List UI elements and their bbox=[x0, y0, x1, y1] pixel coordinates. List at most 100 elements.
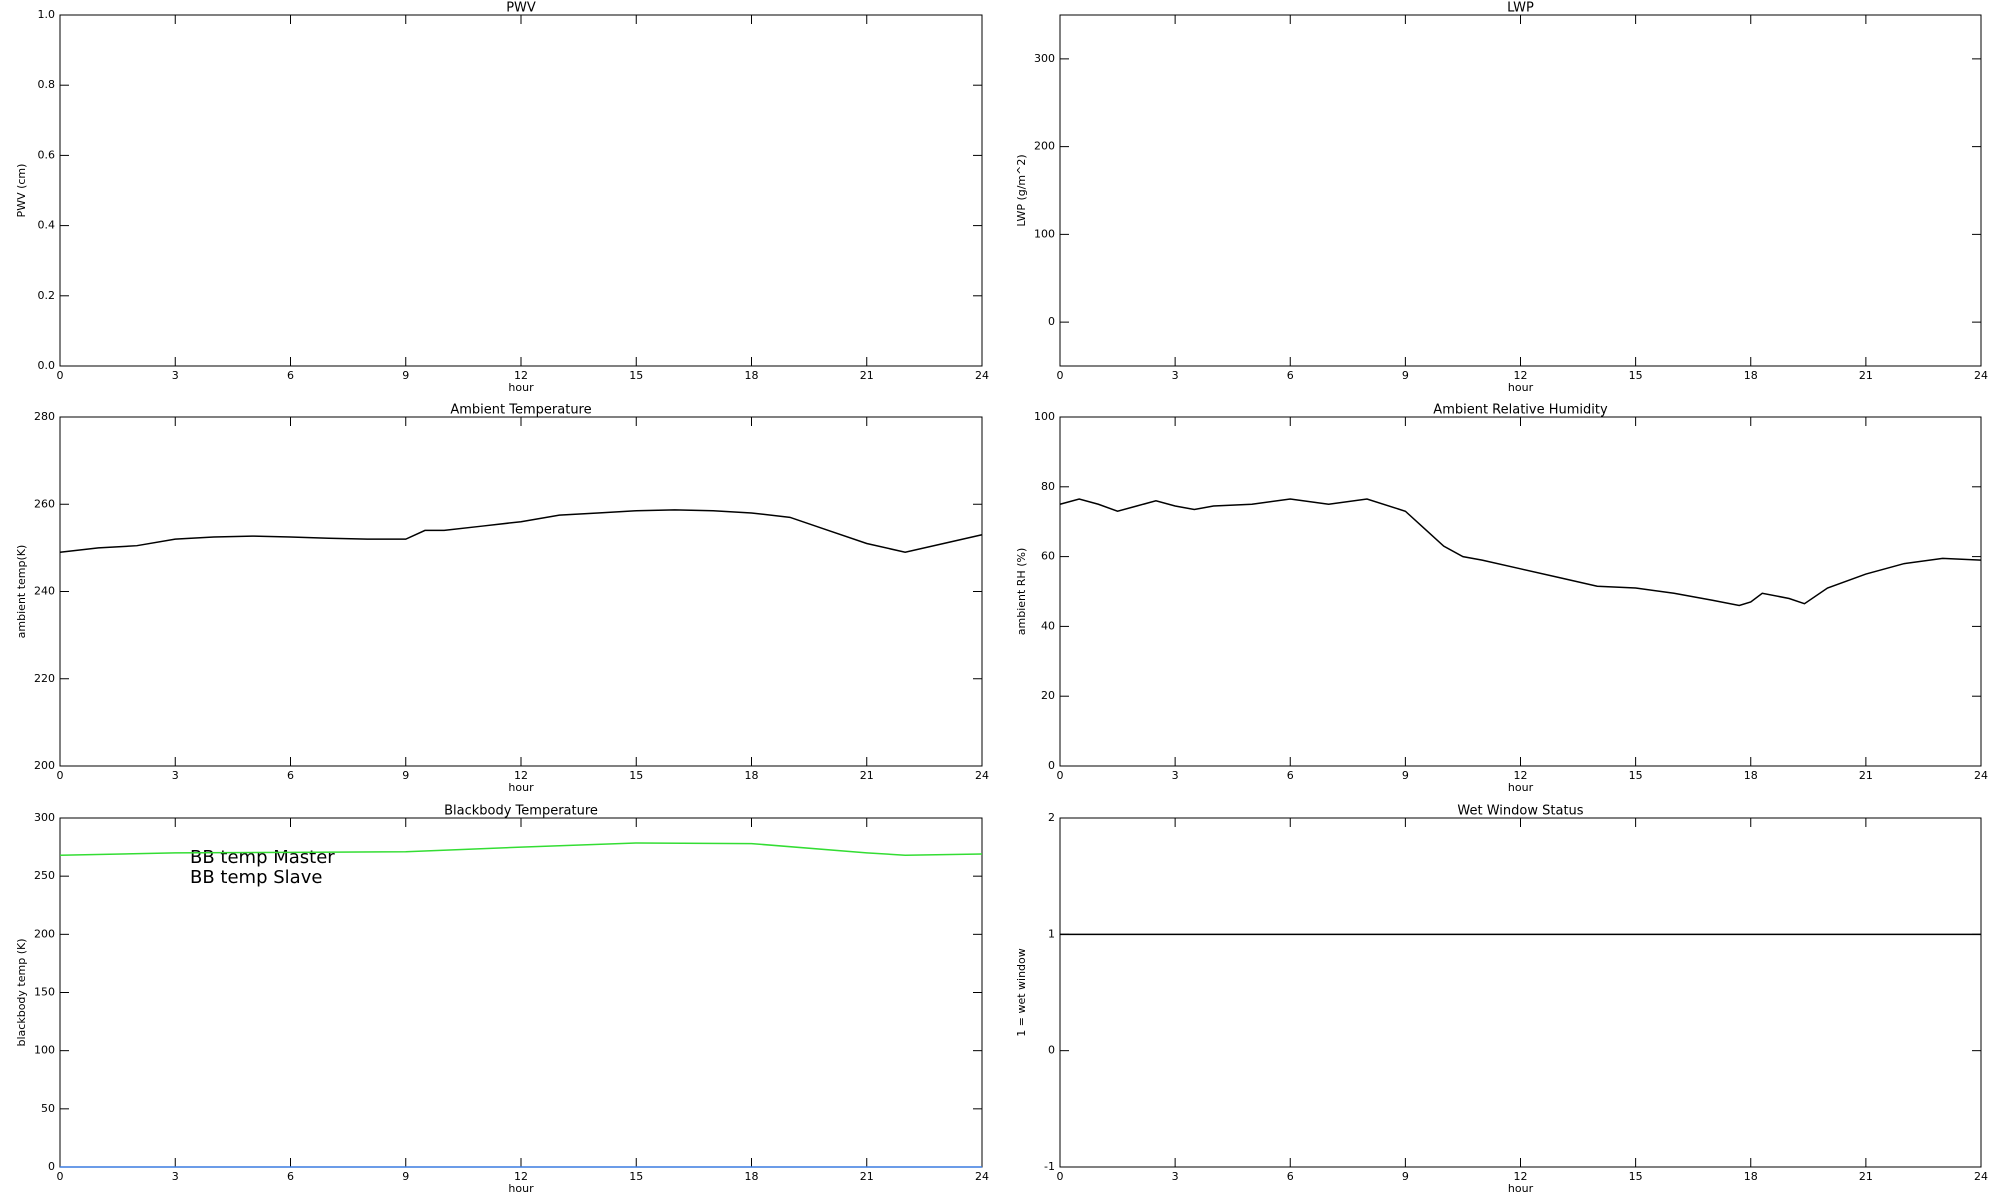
y-tick-label: 260 bbox=[34, 497, 55, 510]
x-tick-label: 18 bbox=[1744, 1170, 1758, 1183]
legend-entry: BB temp Master bbox=[190, 847, 335, 868]
y-axis-label: blackbody temp (K) bbox=[15, 939, 28, 1047]
x-tick-label: 15 bbox=[1629, 369, 1643, 382]
x-axis-label: hour bbox=[508, 1182, 534, 1195]
y-tick-label: 0.8 bbox=[38, 78, 56, 91]
x-tick-label: 0 bbox=[1057, 369, 1064, 382]
x-tick-label: 9 bbox=[1402, 1170, 1409, 1183]
x-tick-label: 3 bbox=[172, 1170, 179, 1183]
x-tick-label: 3 bbox=[172, 369, 179, 382]
x-tick-label: 15 bbox=[629, 369, 643, 382]
x-tick-label: 24 bbox=[1974, 369, 1988, 382]
x-tick-label: 9 bbox=[1402, 369, 1409, 382]
x-axis-label: hour bbox=[1508, 781, 1534, 794]
x-tick-label: 24 bbox=[975, 1170, 989, 1183]
x-tick-label: 9 bbox=[402, 769, 409, 782]
y-tick-label: 20 bbox=[1041, 689, 1055, 702]
x-tick-label: 24 bbox=[975, 769, 989, 782]
y-tick-label: 2 bbox=[1048, 811, 1055, 824]
y-tick-label: 100 bbox=[1034, 410, 1055, 423]
legend-entry: BB temp Slave bbox=[190, 867, 322, 888]
y-tick-label: 300 bbox=[34, 811, 55, 824]
chart-title: Blackbody Temperature bbox=[444, 804, 598, 819]
plot-frame bbox=[1059, 416, 1982, 767]
x-tick-label: 18 bbox=[745, 1170, 759, 1183]
x-tick-label: 12 bbox=[1514, 1170, 1528, 1183]
x-tick-label: 15 bbox=[629, 769, 643, 782]
x-tick-label: 0 bbox=[1057, 769, 1064, 782]
x-tick-label: 12 bbox=[1514, 769, 1528, 782]
y-tick-label: 1 bbox=[1048, 927, 1055, 940]
y-tick-label: 200 bbox=[34, 927, 55, 940]
x-tick-label: 0 bbox=[57, 1170, 64, 1183]
y-axis-label: ambient RH (%) bbox=[1015, 548, 1028, 636]
y-tick-label: 220 bbox=[34, 672, 55, 685]
y-tick-label: 0 bbox=[1048, 759, 1055, 772]
x-tick-label: 9 bbox=[402, 369, 409, 382]
x-tick-label: 6 bbox=[1287, 1170, 1294, 1183]
data-line bbox=[1059, 498, 1982, 607]
y-tick-label: 0 bbox=[1048, 1044, 1055, 1057]
y-tick-label: 280 bbox=[34, 410, 55, 423]
y-tick-label: 100 bbox=[1034, 227, 1055, 240]
plot-frame bbox=[59, 14, 983, 367]
x-tick-label: 24 bbox=[1974, 769, 1988, 782]
x-tick-label: 6 bbox=[287, 769, 294, 782]
x-tick-label: 12 bbox=[514, 769, 528, 782]
x-tick-label: 3 bbox=[1172, 769, 1179, 782]
x-tick-label: 3 bbox=[1172, 369, 1179, 382]
x-axis-label: hour bbox=[1508, 1182, 1534, 1195]
y-axis-label: LWP (g/m^2) bbox=[1015, 154, 1028, 226]
x-tick-label: 21 bbox=[860, 369, 874, 382]
x-tick-label: 0 bbox=[1057, 1170, 1064, 1183]
plot-frame bbox=[1059, 14, 1982, 367]
x-tick-label: 18 bbox=[1744, 369, 1758, 382]
x-tick-label: 18 bbox=[745, 769, 759, 782]
y-axis-label: ambient temp(K) bbox=[15, 545, 28, 639]
x-tick-label: 15 bbox=[1629, 1170, 1643, 1183]
y-tick-label: -1 bbox=[1044, 1160, 1055, 1173]
x-axis-label: hour bbox=[508, 381, 534, 394]
y-tick-label: 0.6 bbox=[38, 148, 56, 161]
y-tick-label: 0.4 bbox=[38, 219, 56, 232]
chart-title: Ambient Temperature bbox=[450, 403, 591, 418]
chart-title: PWV bbox=[506, 1, 536, 16]
plot-frame bbox=[59, 416, 983, 767]
y-tick-label: 50 bbox=[41, 1102, 55, 1115]
y-tick-label: 40 bbox=[1041, 619, 1055, 632]
x-tick-label: 24 bbox=[1974, 1170, 1988, 1183]
y-tick-label: 200 bbox=[34, 759, 55, 772]
x-tick-label: 9 bbox=[402, 1170, 409, 1183]
chart-title: Wet Window Status bbox=[1457, 804, 1583, 819]
x-tick-label: 21 bbox=[860, 1170, 874, 1183]
y-tick-label: 200 bbox=[1034, 140, 1055, 153]
data-line bbox=[59, 842, 983, 856]
y-tick-label: 250 bbox=[34, 869, 55, 882]
chart-title: LWP bbox=[1507, 1, 1534, 16]
y-tick-label: 0.2 bbox=[38, 289, 56, 302]
data-line bbox=[59, 509, 983, 554]
x-tick-label: 21 bbox=[1859, 1170, 1873, 1183]
x-tick-label: 12 bbox=[1514, 369, 1528, 382]
x-tick-label: 0 bbox=[57, 769, 64, 782]
x-tick-label: 9 bbox=[1402, 769, 1409, 782]
y-axis-label: 1 = wet window bbox=[1015, 948, 1028, 1037]
x-tick-label: 21 bbox=[1859, 769, 1873, 782]
x-tick-label: 6 bbox=[1287, 369, 1294, 382]
x-tick-label: 18 bbox=[745, 369, 759, 382]
x-axis-label: hour bbox=[1508, 381, 1534, 394]
x-tick-label: 15 bbox=[629, 1170, 643, 1183]
y-tick-label: 0 bbox=[48, 1160, 55, 1173]
x-tick-label: 21 bbox=[860, 769, 874, 782]
x-tick-label: 3 bbox=[172, 769, 179, 782]
x-tick-label: 12 bbox=[514, 369, 528, 382]
x-tick-label: 12 bbox=[514, 1170, 528, 1183]
chart-title: Ambient Relative Humidity bbox=[1433, 403, 1608, 418]
y-tick-label: 0.0 bbox=[38, 359, 56, 372]
y-tick-label: 60 bbox=[1041, 550, 1055, 563]
x-tick-label: 3 bbox=[1172, 1170, 1179, 1183]
y-tick-label: 300 bbox=[1034, 52, 1055, 65]
y-tick-label: 80 bbox=[1041, 480, 1055, 493]
